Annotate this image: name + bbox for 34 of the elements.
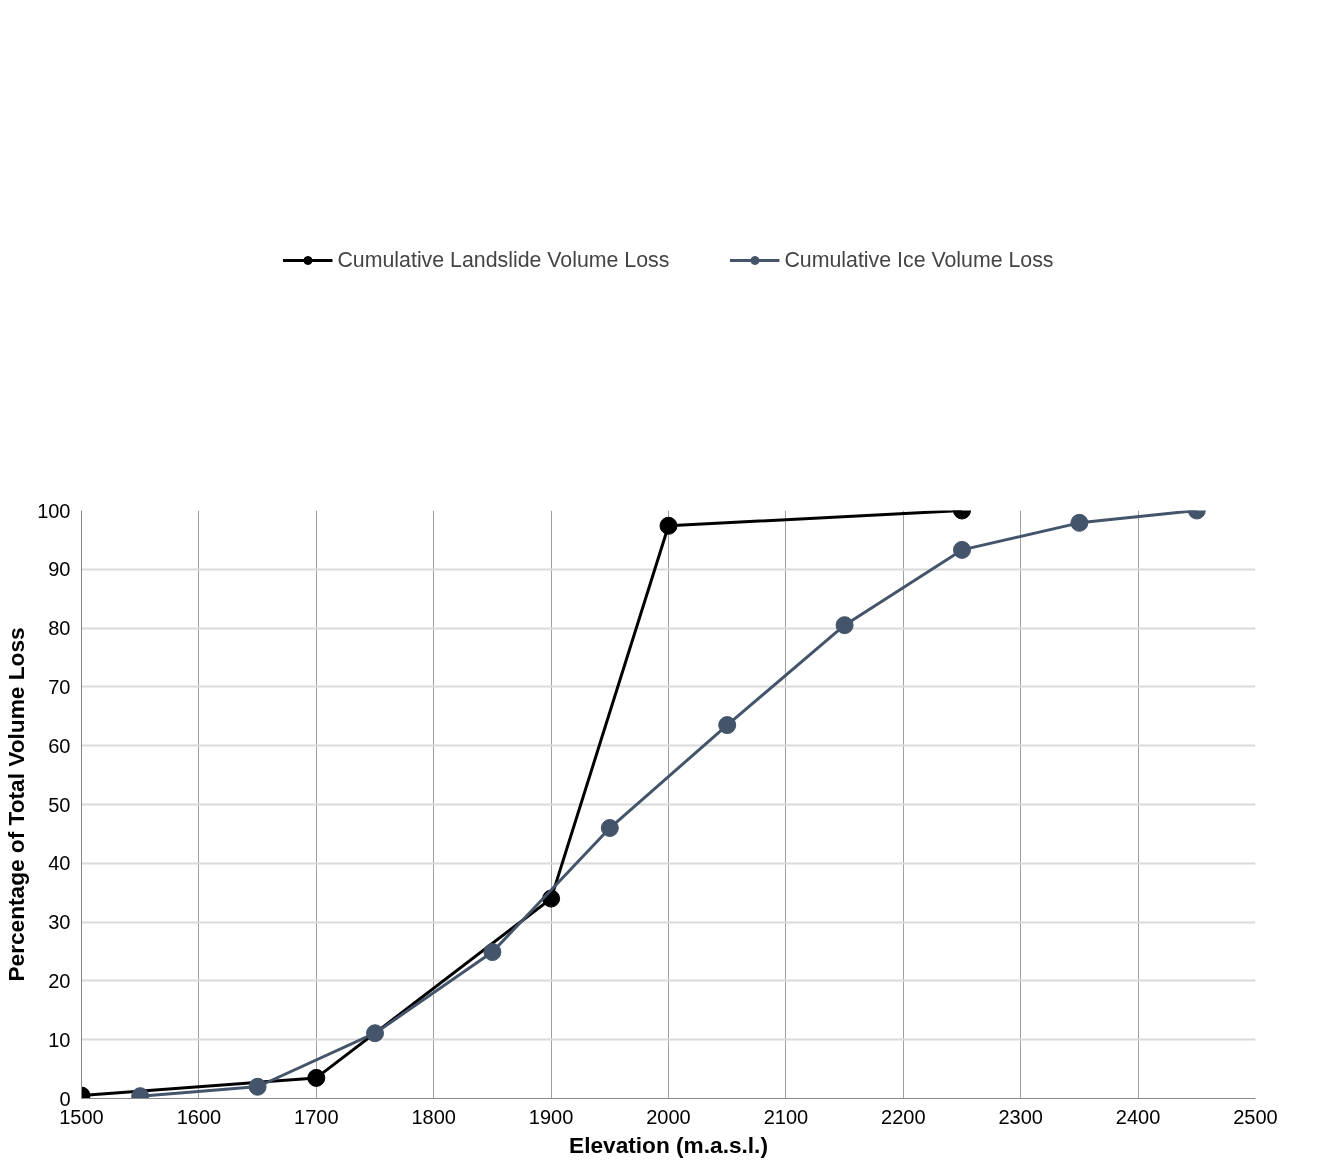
point <box>835 616 854 635</box>
y-tick-label: 60 <box>48 734 71 757</box>
y-tick-label: 80 <box>48 617 71 640</box>
y-axis-title: Percentage of Total Volume Loss <box>3 627 30 982</box>
x-tick-label: 2300 <box>998 1105 1043 1128</box>
y-tick-label: 50 <box>48 793 71 816</box>
x-tick-label: 2000 <box>646 1105 691 1128</box>
y-tick-label: 70 <box>48 675 71 698</box>
legend-label: Cumulative Ice Volume Loss <box>784 247 1054 273</box>
point <box>248 1077 267 1096</box>
x-tick-label: 1900 <box>528 1105 574 1128</box>
y-tick-label: 20 <box>48 969 71 992</box>
point <box>483 943 502 962</box>
x-tick-label: 1800 <box>411 1105 456 1128</box>
y-tick-label: 30 <box>48 911 71 934</box>
y-tick-label: 10 <box>48 1028 71 1051</box>
point <box>1070 513 1089 532</box>
y-tick-label: 40 <box>48 852 71 875</box>
x-tick-label: 2200 <box>881 1105 926 1128</box>
point <box>307 1068 326 1087</box>
x-tick-label: 2400 <box>1115 1105 1161 1128</box>
y-tick-label: 90 <box>48 558 71 581</box>
point <box>366 1024 384 1043</box>
x-axis-title: Elevation (m.a.s.l.) <box>569 1131 768 1158</box>
x-tick-label: 1600 <box>176 1105 222 1128</box>
legend-label: Cumulative Landslide Volume Loss <box>337 247 670 273</box>
x-tick-label: 1700 <box>294 1105 339 1128</box>
point <box>953 540 971 559</box>
point <box>600 819 619 837</box>
x-tick-label: 2100 <box>763 1105 809 1128</box>
y-tick-label: 100 <box>37 499 71 522</box>
x-tick-label: 2500 <box>1233 1105 1278 1128</box>
point <box>659 516 678 535</box>
point <box>718 716 737 735</box>
